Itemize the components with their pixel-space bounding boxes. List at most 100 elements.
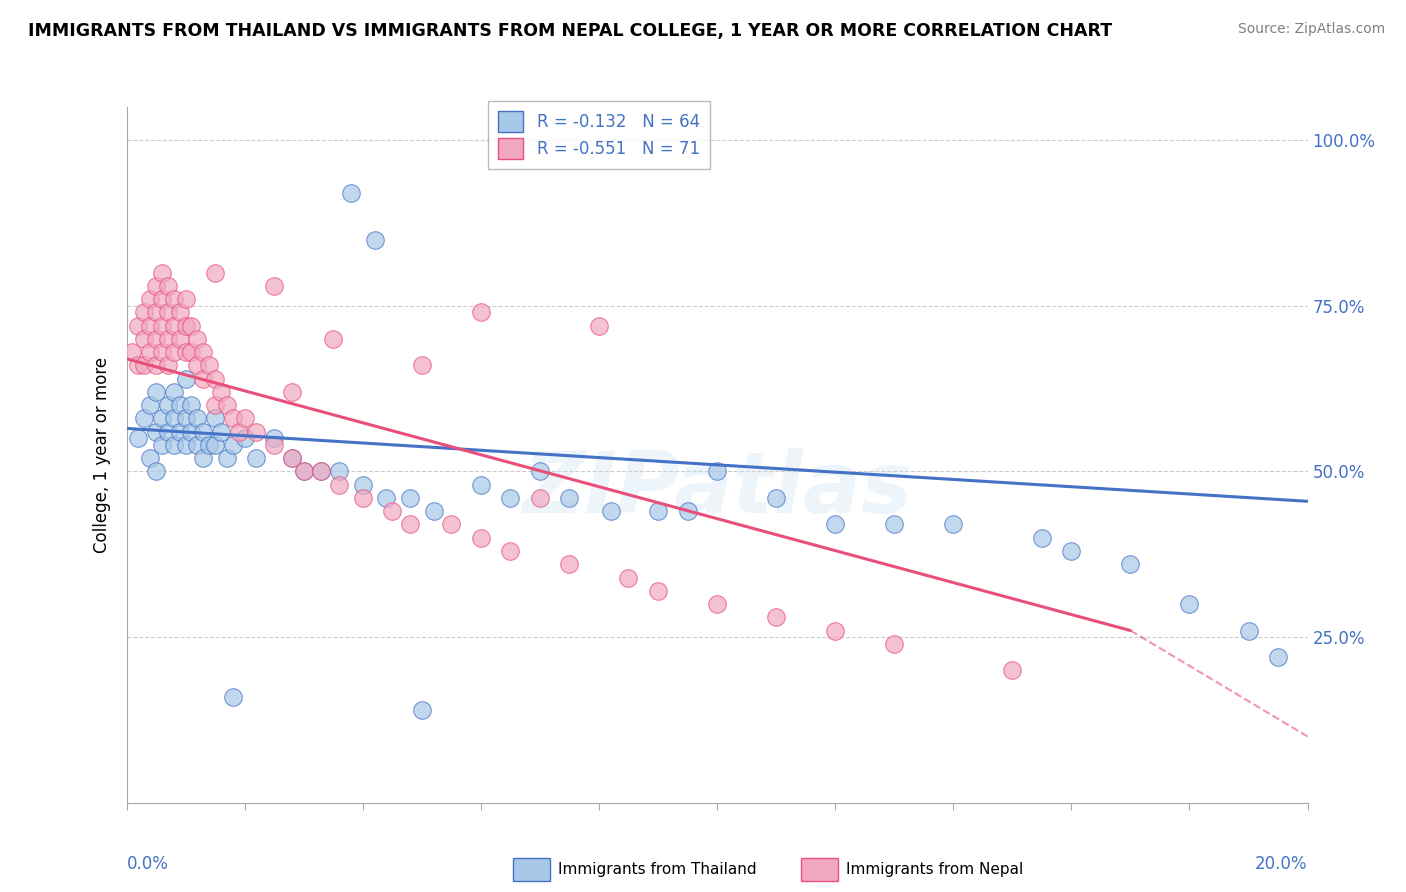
- Point: [222, 690, 245, 704]
- Point: [174, 292, 197, 306]
- Point: [440, 517, 463, 532]
- Text: Source: ZipAtlas.com: Source: ZipAtlas.com: [1237, 22, 1385, 37]
- Point: [139, 292, 162, 306]
- Point: [470, 531, 492, 545]
- Point: [222, 411, 245, 425]
- Text: Immigrants from Nepal: Immigrants from Nepal: [846, 863, 1024, 877]
- Point: [169, 332, 191, 346]
- Point: [127, 359, 149, 373]
- Point: [340, 186, 363, 201]
- Point: [422, 504, 444, 518]
- Point: [215, 398, 238, 412]
- Point: [204, 411, 226, 425]
- Point: [209, 384, 232, 399]
- Point: [139, 318, 162, 333]
- Point: [281, 451, 304, 466]
- Point: [180, 425, 202, 439]
- Point: [150, 438, 173, 452]
- Point: [169, 425, 191, 439]
- Point: [245, 451, 267, 466]
- Point: [363, 233, 385, 247]
- Point: [352, 491, 374, 505]
- Point: [150, 318, 173, 333]
- Point: [222, 438, 245, 452]
- Point: [765, 491, 787, 505]
- Point: [311, 465, 333, 479]
- Point: [558, 491, 581, 505]
- Point: [193, 425, 215, 439]
- Point: [134, 411, 156, 425]
- Point: [163, 292, 186, 306]
- Point: [145, 465, 167, 479]
- Point: [599, 504, 621, 518]
- Point: [145, 384, 167, 399]
- Point: [121, 345, 143, 359]
- Point: [676, 504, 699, 518]
- Point: [1001, 663, 1024, 677]
- Point: [193, 345, 215, 359]
- Point: [322, 332, 344, 346]
- Point: [163, 438, 186, 452]
- Point: [233, 431, 256, 445]
- Point: [292, 465, 315, 479]
- Point: [281, 451, 304, 466]
- Point: [156, 359, 179, 373]
- Point: [399, 517, 422, 532]
- Point: [204, 372, 226, 386]
- Point: [186, 359, 208, 373]
- Point: [499, 491, 522, 505]
- Point: [1237, 624, 1260, 638]
- Point: [186, 411, 208, 425]
- Point: [150, 411, 173, 425]
- Legend: R = -0.132   N = 64, R = -0.551   N = 71: R = -0.132 N = 64, R = -0.551 N = 71: [488, 102, 710, 169]
- Text: Immigrants from Thailand: Immigrants from Thailand: [558, 863, 756, 877]
- Point: [145, 279, 167, 293]
- Point: [156, 332, 179, 346]
- Point: [1031, 531, 1053, 545]
- Point: [174, 438, 197, 452]
- Point: [399, 491, 422, 505]
- Point: [150, 266, 173, 280]
- Point: [381, 504, 404, 518]
- Point: [328, 465, 350, 479]
- Point: [263, 438, 285, 452]
- Point: [352, 477, 374, 491]
- Point: [156, 305, 179, 319]
- Point: [127, 318, 149, 333]
- Point: [263, 431, 285, 445]
- Text: IMMIGRANTS FROM THAILAND VS IMMIGRANTS FROM NEPAL COLLEGE, 1 YEAR OR MORE CORREL: IMMIGRANTS FROM THAILAND VS IMMIGRANTS F…: [28, 22, 1112, 40]
- Point: [470, 305, 492, 319]
- Point: [245, 425, 267, 439]
- Point: [765, 610, 787, 624]
- Point: [824, 624, 846, 638]
- Point: [174, 345, 197, 359]
- Point: [156, 425, 179, 439]
- Point: [134, 332, 156, 346]
- Point: [150, 292, 173, 306]
- Point: [134, 305, 156, 319]
- Point: [145, 425, 167, 439]
- Point: [145, 305, 167, 319]
- Point: [328, 477, 350, 491]
- Point: [186, 438, 208, 452]
- Point: [375, 491, 398, 505]
- Point: [1119, 558, 1142, 572]
- Point: [180, 398, 202, 412]
- Point: [163, 384, 186, 399]
- Point: [163, 345, 186, 359]
- Point: [198, 438, 221, 452]
- Point: [228, 425, 250, 439]
- Point: [139, 345, 162, 359]
- Point: [204, 438, 226, 452]
- Point: [411, 359, 433, 373]
- Point: [942, 517, 965, 532]
- Point: [139, 398, 162, 412]
- Point: [163, 411, 186, 425]
- Point: [209, 425, 232, 439]
- Point: [706, 465, 728, 479]
- Y-axis label: College, 1 year or more: College, 1 year or more: [93, 357, 111, 553]
- Point: [292, 465, 315, 479]
- Point: [198, 359, 221, 373]
- Point: [215, 451, 238, 466]
- Point: [156, 398, 179, 412]
